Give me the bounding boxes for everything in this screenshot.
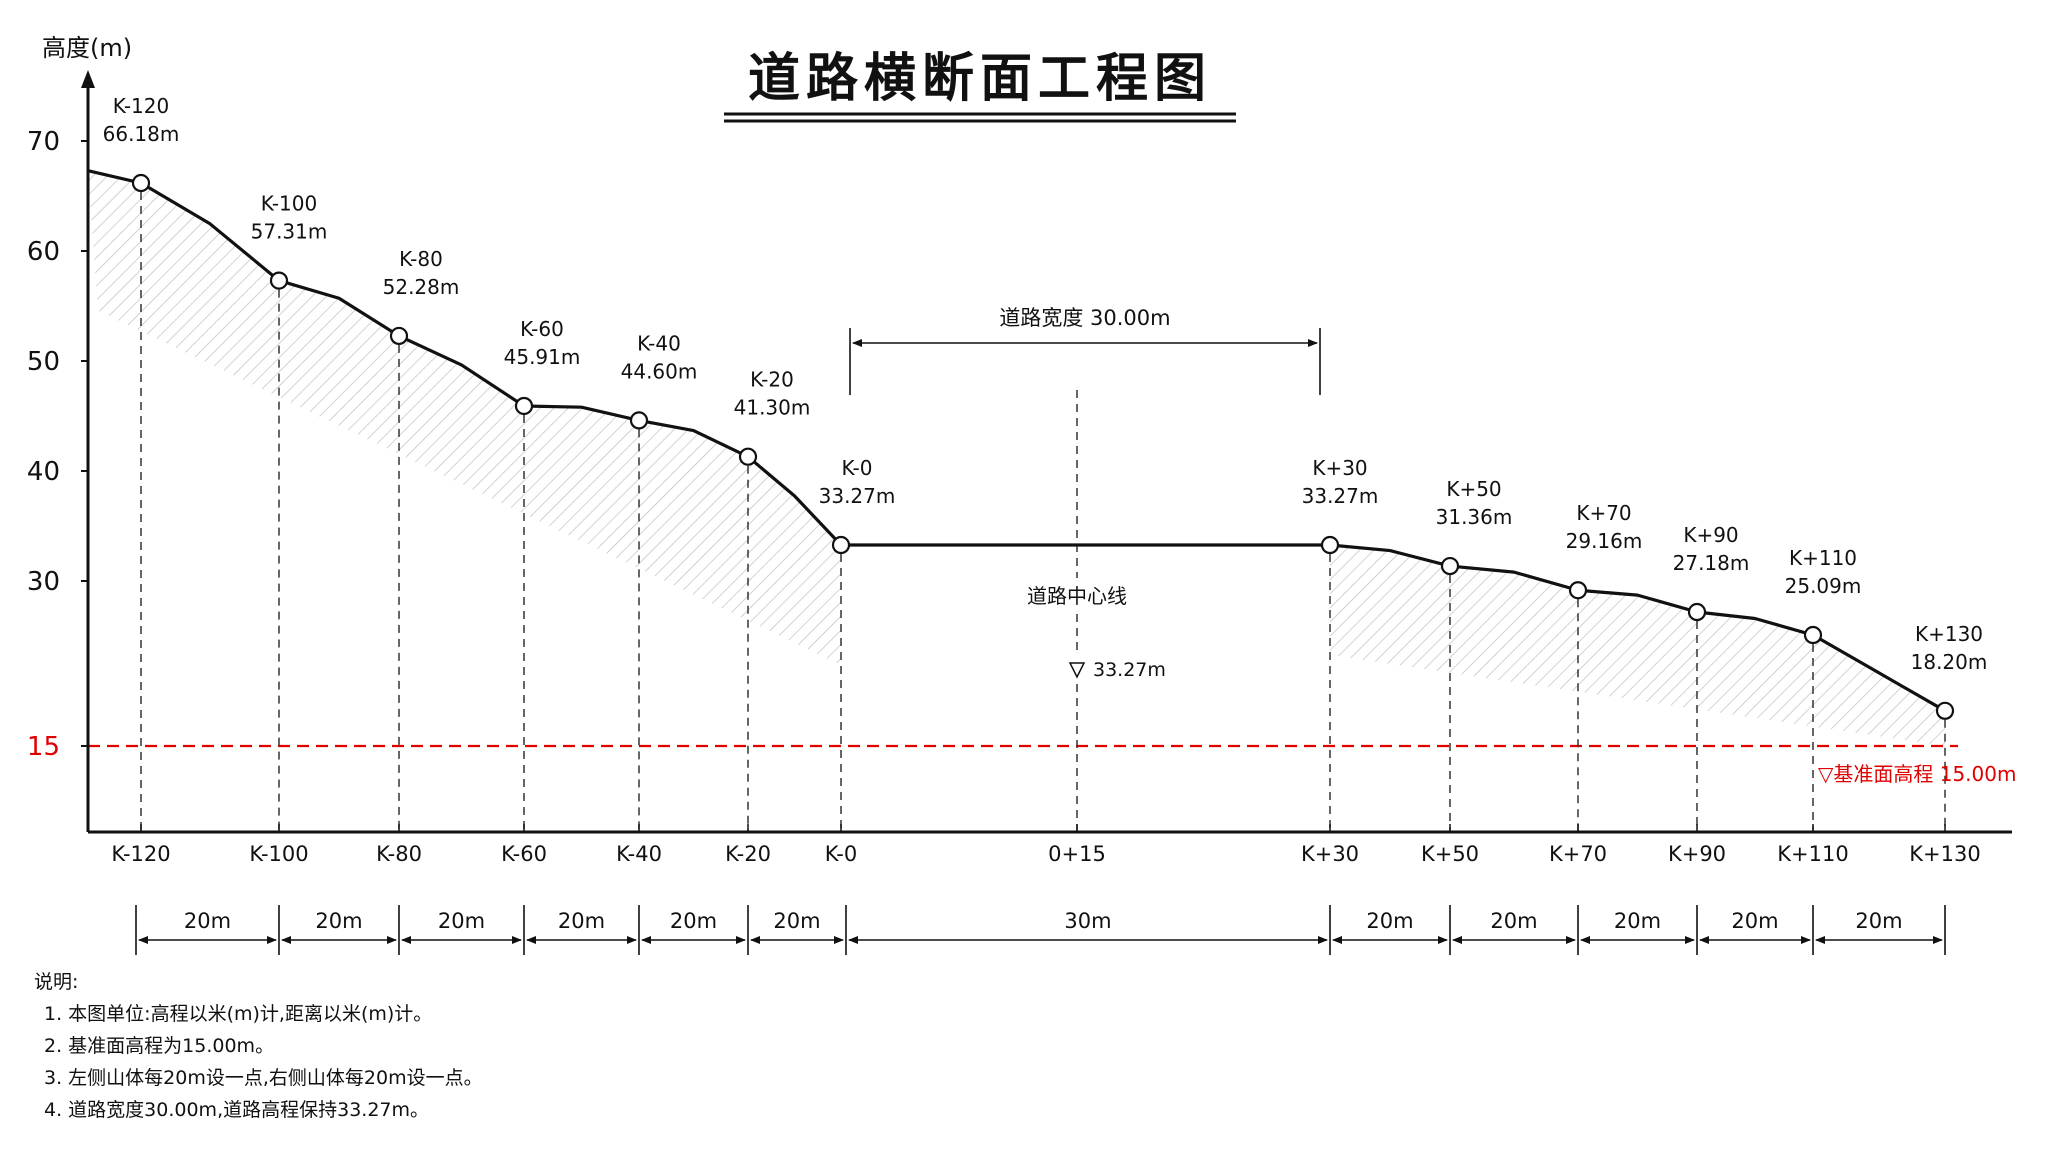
note-item-3: 3. 左侧山体每20m设一点,右侧山体每20m设一点。: [44, 1067, 483, 1089]
note-item-2: 2. 基准面高程为15.00m。: [44, 1035, 275, 1057]
y-axis-arrow-icon: [81, 70, 95, 88]
x-station-label: K-20: [725, 842, 771, 866]
note-item-4: 4. 道路宽度30.00m,道路高程保持33.27m。: [44, 1099, 430, 1121]
x-station-label: K-120: [111, 842, 170, 866]
spacing-label: 30m: [1064, 909, 1111, 933]
survey-point-marker: [1320, 535, 1340, 555]
survey-point-marker: [1803, 625, 1823, 645]
x-station-label: K-60: [501, 842, 547, 866]
point-station-label: K-60: [520, 317, 564, 341]
datum-label: ▽基准面高程 15.00m: [1818, 762, 2016, 786]
spacing-label: 20m: [558, 909, 605, 933]
y-tick-label: 40: [27, 457, 60, 487]
survey-point-marker: [1935, 701, 1955, 720]
survey-point-marker: [389, 326, 409, 346]
point-elevation-label: 33.27m: [819, 484, 896, 508]
point-elevation-label: 57.31m: [251, 220, 328, 244]
x-station-label: K-100: [249, 842, 308, 866]
centerline-triangle-icon: [1068, 662, 1086, 679]
x-station-label: 0+15: [1048, 842, 1106, 866]
y-tick-label: 60: [27, 237, 60, 267]
spacing-label: 20m: [184, 909, 231, 933]
right-slope-hatch: [1330, 545, 1945, 746]
spacing-label: 20m: [1731, 909, 1778, 933]
x-station-label: K-0: [825, 842, 858, 866]
point-station-label: K-20: [750, 368, 794, 392]
y-tick-label: 70: [27, 127, 60, 157]
point-elevation-label: 45.91m: [504, 345, 581, 369]
notes-block: 说明: 1. 本图单位:高程以米(m)计,距离以米(m)计。 2. 基准面高程为…: [34, 966, 483, 1126]
y-tick-label: 50: [27, 347, 60, 377]
x-station-label: K+130: [1909, 842, 1980, 866]
point-elevation-label: 44.60m: [621, 359, 698, 383]
centerline-label-bg: [1017, 578, 1137, 608]
spacing-label: 20m: [315, 909, 362, 933]
point-elevation-label: 29.16m: [1566, 529, 1643, 553]
notes-heading: 说明:: [34, 971, 79, 993]
point-station-label: K+30: [1312, 456, 1367, 480]
centerline-label: 道路中心线: [1027, 584, 1127, 608]
survey-point-marker: [269, 271, 289, 290]
survey-point-marker: [514, 396, 534, 416]
spacing-label: 20m: [1490, 909, 1537, 933]
survey-point-marker: [1440, 556, 1460, 576]
road-width-label: 道路宽度 30.00m: [999, 306, 1170, 330]
y-axis-label: 高度(m): [42, 34, 132, 62]
point-station-label: K-40: [637, 331, 681, 355]
note-item-1: 1. 本图单位:高程以米(m)计,距离以米(m)计。: [44, 1003, 433, 1025]
x-station-label: K-40: [616, 842, 662, 866]
x-station-label: K+110: [1777, 842, 1848, 866]
survey-point-marker: [738, 447, 758, 466]
point-station-label: K+110: [1789, 546, 1857, 570]
survey-point-marker: [1568, 581, 1588, 600]
y-tick-label: 30: [27, 567, 60, 597]
point-station-label: K+50: [1446, 477, 1501, 501]
centerline-elev-bg: [1068, 655, 1152, 683]
point-elevation-label: 31.36m: [1436, 505, 1513, 529]
point-station-label: K-80: [399, 247, 443, 271]
spacing-label: 20m: [670, 909, 717, 933]
x-station-label: K+70: [1549, 842, 1607, 866]
point-station-label: K+90: [1683, 523, 1738, 547]
point-station-label: K+70: [1576, 501, 1631, 525]
spacing-label: 20m: [1366, 909, 1413, 933]
survey-point-marker: [831, 535, 851, 555]
point-elevation-label: 66.18m: [103, 122, 180, 146]
point-elevation-label: 52.28m: [383, 275, 460, 299]
point-elevation-label: 25.09m: [1785, 574, 1862, 598]
y-tick-label: 15: [27, 732, 60, 762]
spacing-label: 20m: [1855, 909, 1902, 933]
survey-point-marker: [629, 411, 649, 430]
point-elevation-label: 33.27m: [1302, 484, 1379, 508]
survey-point-marker: [131, 173, 151, 193]
left-slope-hatch: [88, 170, 841, 666]
slope-hatching: [88, 170, 1945, 746]
x-station-label: K-80: [376, 842, 422, 866]
point-station-label: K-0: [842, 456, 873, 480]
survey-point-marker: [1687, 602, 1707, 622]
x-station-label: K+50: [1421, 842, 1479, 866]
centerline-elevation-label: 33.27m: [1093, 659, 1166, 681]
x-station-label: K+30: [1301, 842, 1359, 866]
x-station-label: K+90: [1668, 842, 1726, 866]
point-station-label: K-100: [261, 192, 317, 216]
spacing-label: 20m: [1614, 909, 1661, 933]
diagram-title: 道路横断面工程图: [748, 49, 1212, 109]
point-station-label: K+130: [1915, 622, 1983, 646]
point-elevation-label: 18.20m: [1911, 650, 1988, 674]
point-station-label: K-120: [113, 94, 169, 118]
point-elevation-label: 41.30m: [734, 396, 811, 420]
spacing-label: 20m: [773, 909, 820, 933]
point-elevation-label: 27.18m: [1673, 551, 1750, 575]
spacing-label: 20m: [438, 909, 485, 933]
